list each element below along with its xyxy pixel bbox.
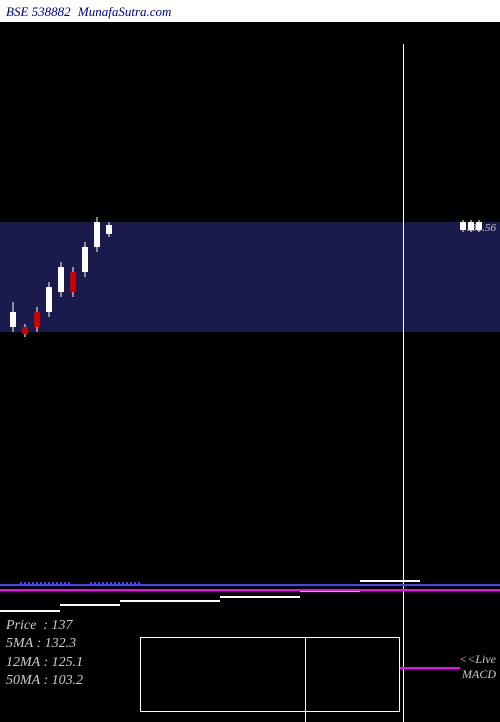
chart-header: BSE 538882 MunafaSutra.com [6,4,175,20]
dotted-line [20,582,70,584]
macd-text-label: MACD [462,667,496,682]
price-label: Price [6,618,36,633]
ma5-row: 5MA : 132.3 [6,635,83,653]
candle [94,217,100,252]
ma12-value: 125.1 [52,655,84,670]
vertical-line [403,44,404,722]
macd-live-label: <<Live [459,652,496,667]
candle [70,267,76,297]
chart-area: 135.56 <<LiveMACD [0,22,500,700]
macd-zero-line [400,667,460,669]
50ma-line [120,600,220,602]
candle [58,262,64,297]
50ma-line [0,610,60,612]
ticker-symbol: BSE 538882 [6,4,71,19]
price-row: Price : 137 [6,617,83,635]
dotted-line [90,582,140,584]
ma5-label: 5MA [6,636,33,651]
candle [34,307,40,332]
site-name: MunafaSutra.com [78,4,172,19]
candle [476,220,482,232]
50ma-line [60,604,120,606]
candle [106,222,112,237]
candle [22,324,28,337]
50ma-line [220,596,300,598]
ma50-row: 50MA : 103.2 [6,672,83,690]
ma12-row: 12MA : 125.1 [6,654,83,672]
candle [10,302,16,332]
ma50-value: 103.2 [52,673,84,688]
50ma-line [360,580,420,582]
candle [82,242,88,277]
candle [46,282,52,317]
macd-box [140,637,400,712]
5ma-line [0,584,500,586]
ma12-label: 12MA [6,655,40,670]
ma5-value: 132.3 [45,636,77,651]
ma50-label: 50MA [6,673,40,688]
12ma-line [0,589,500,591]
info-box: Price : 137 5MA : 132.3 12MA : 125.1 50M… [6,617,83,690]
candle [468,220,474,232]
candle [460,220,466,232]
price-value: 137 [52,618,73,633]
